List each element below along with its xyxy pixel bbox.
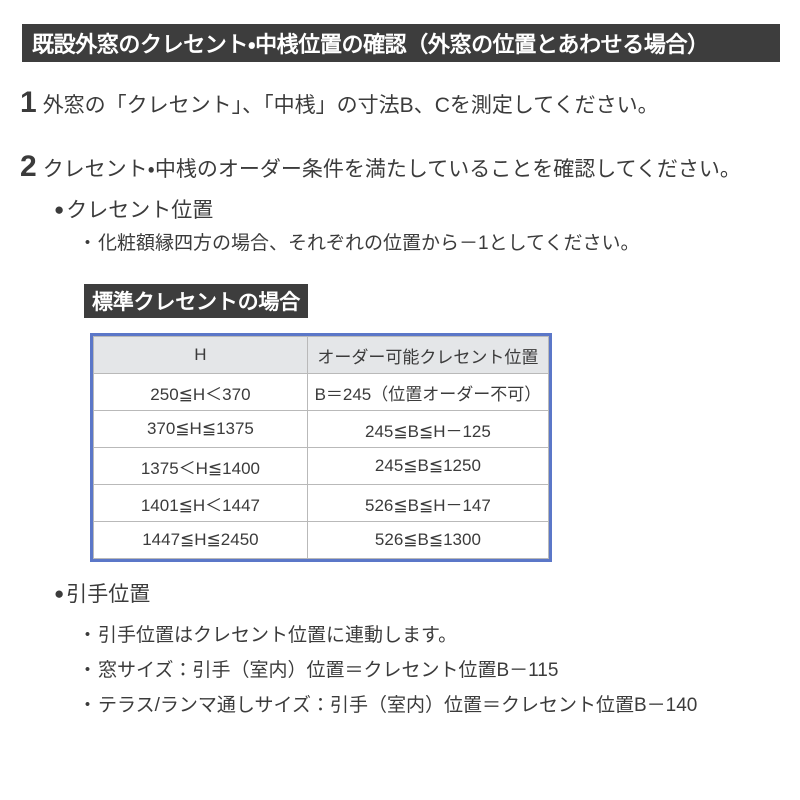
- list-item-label: 引手位置はクレセント位置に連動します。: [98, 625, 458, 646]
- middle-dot-bullet-icon: ・: [78, 233, 98, 254]
- crescent-position-table: H オーダー可能クレセント位置 250≦H＜370 B＝245（位置オーダー不可…: [93, 336, 550, 559]
- cell-h-range: 250≦H＜370: [93, 373, 308, 411]
- filled-circle-bullet-icon: ●: [54, 583, 65, 603]
- table-row: 1447≦H≦2450 526≦B≦1300: [93, 521, 550, 559]
- table-row: 250≦H＜370 B＝245（位置オーダー不可）: [93, 373, 550, 411]
- list-item-handle-linked: ・ 引手位置はクレセント位置に連動します。: [78, 620, 457, 647]
- step-number-2: 2: [20, 150, 37, 183]
- column-header-orderable-position: オーダー可能クレセント位置: [306, 336, 550, 374]
- list-item-label: テラス/ランマ通しサイズ：引手（室内）位置＝クレセント位置B－140: [98, 695, 698, 716]
- middle-dot-bullet-icon: ・: [78, 695, 98, 716]
- page-title: 既設外窓のクレセント・中桟位置の確認（外窓の位置とあわせる場合）: [32, 32, 709, 57]
- step-item-1: 1 外窓の「クレセント」、「中桟」の寸法B、Cを測定してください。: [20, 88, 659, 118]
- title-banner: 既設外窓のクレセント・中桟位置の確認（外窓の位置とあわせる場合）: [22, 24, 780, 62]
- cell-position-range: 245≦B≦1250: [306, 447, 550, 485]
- cell-h-range: 370≦H≦1375: [93, 410, 308, 448]
- middle-dot-bullet-icon: ・: [78, 625, 98, 646]
- section-heading-label: クレセント位置: [66, 199, 214, 222]
- step-number-1: 1: [20, 86, 37, 119]
- table-caption-label: 標準クレセントの場合: [92, 291, 300, 314]
- table-row: 370≦H≦1375 245≦B≦H－125: [93, 410, 550, 448]
- cell-position-range: B＝245（位置オーダー不可）: [306, 373, 550, 411]
- step-item-2: 2 クレセント・中桟のオーダー条件を満たしていることを確認してください。: [20, 152, 741, 182]
- list-item-label: 化粧額縁四方の場合、それぞれの位置から－1としてください。: [98, 233, 640, 254]
- list-item-terrace-size: ・ テラス/ランマ通しサイズ：引手（室内）位置＝クレセント位置B－140: [78, 690, 697, 717]
- step-text-2: クレセント・中桟のオーダー条件を満たしていることを確認してください。: [42, 158, 741, 181]
- middle-dot-bullet-icon: ・: [78, 660, 98, 681]
- table-row: 1375＜H≦1400 245≦B≦1250: [93, 447, 550, 485]
- crescent-position-table-wrapper: H オーダー可能クレセント位置 250≦H＜370 B＝245（位置オーダー不可…: [90, 333, 552, 562]
- filled-circle-bullet-icon: ●: [54, 199, 65, 219]
- table-caption-badge: 標準クレセントの場合: [84, 284, 308, 318]
- cell-h-range: 1447≦H≦2450: [93, 521, 308, 559]
- section-heading-label: 引手位置: [66, 583, 151, 606]
- step-text-1: 外窓の「クレセント」、「中桟」の寸法B、Cを測定してください。: [42, 94, 659, 117]
- cell-h-range: 1401≦H＜1447: [93, 484, 308, 522]
- cell-h-range: 1375＜H≦1400: [93, 447, 308, 485]
- table-row: 1401≦H＜1447 526≦B≦H－147: [93, 484, 550, 522]
- cell-position-range: 245≦B≦H－125: [306, 410, 550, 448]
- table-header-row: H オーダー可能クレセント位置: [93, 336, 550, 374]
- section-heading-crescent-position: ● クレセント位置: [54, 194, 213, 224]
- list-item-window-size: ・ 窓サイズ：引手（室内）位置＝クレセント位置B－115: [78, 655, 558, 682]
- list-item-label: 窓サイズ：引手（室内）位置＝クレセント位置B－115: [98, 660, 559, 681]
- list-item-crescent-note: ・ 化粧額縁四方の場合、それぞれの位置から－1としてください。: [78, 228, 639, 255]
- column-header-h: H: [93, 336, 308, 374]
- cell-position-range: 526≦B≦1300: [306, 521, 550, 559]
- cell-position-range: 526≦B≦H－147: [306, 484, 550, 522]
- section-heading-handle-position: ● 引手位置: [54, 578, 150, 608]
